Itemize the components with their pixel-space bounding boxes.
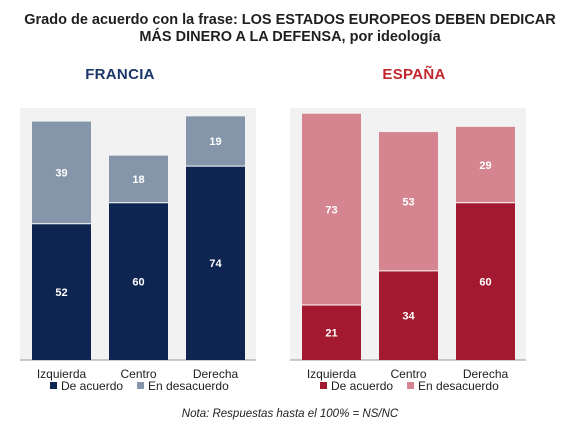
fr-label-acuerdo-izquierda: 52 bbox=[55, 287, 67, 299]
es-label-acuerdo-izquierda: 21 bbox=[325, 327, 337, 339]
es-label-acuerdo-derecha: 60 bbox=[479, 276, 491, 288]
fr-label-desacuerdo-izquierda: 39 bbox=[55, 168, 67, 180]
fr-bar-acuerdo-izquierda bbox=[32, 223, 91, 360]
fr-legend-label-acuerdo: De acuerdo bbox=[61, 379, 123, 393]
es-label-acuerdo-centro: 34 bbox=[402, 310, 415, 322]
es-legend-label-desacuerdo: En desacuerdo bbox=[418, 379, 499, 393]
fr-label-desacuerdo-centro: 18 bbox=[132, 174, 144, 186]
chart-title-line2: MÁS DINERO A LA DEFENSA, por ideología bbox=[139, 29, 441, 45]
es-bar-acuerdo-centro bbox=[379, 270, 438, 360]
fr-bar-desacuerdo-derecha bbox=[186, 116, 245, 167]
spain-panel-title: ESPAÑA bbox=[382, 66, 446, 83]
fr-category-label-centro: Centro bbox=[120, 367, 156, 381]
es-label-desacuerdo-centro: 53 bbox=[402, 196, 414, 208]
es-category-label-izquierda: Izquierda bbox=[307, 367, 357, 381]
france-panel-title: FRANCIA bbox=[85, 66, 155, 83]
es-label-desacuerdo-izquierda: 73 bbox=[325, 204, 337, 216]
fr-category-label-izquierda: Izquierda bbox=[37, 367, 87, 381]
es-bar-desacuerdo-izquierda bbox=[302, 113, 361, 305]
es-bar-desacuerdo-centro bbox=[379, 132, 438, 271]
es-bar-acuerdo-derecha bbox=[456, 202, 515, 360]
fr-bar-desacuerdo-izquierda bbox=[32, 121, 91, 224]
es-legend-swatch-desacuerdo bbox=[407, 382, 415, 389]
es-legend-label-acuerdo: De acuerdo bbox=[331, 379, 393, 393]
es-bar-acuerdo-izquierda bbox=[302, 304, 361, 360]
fr-label-acuerdo-derecha: 74 bbox=[209, 258, 222, 270]
es-category-label-centro: Centro bbox=[390, 367, 426, 381]
fr-label-desacuerdo-derecha: 19 bbox=[209, 136, 221, 148]
fr-legend-swatch-desacuerdo bbox=[137, 382, 145, 389]
es-category-label-derecha: Derecha bbox=[463, 367, 509, 381]
chart-note: Nota: Respuestas hasta el 100% = NS/NC bbox=[181, 408, 399, 420]
chart-title-line1: Grado de acuerdo con la frase: LOS ESTAD… bbox=[24, 12, 556, 28]
fr-bar-desacuerdo-centro bbox=[109, 155, 168, 203]
fr-legend-swatch-acuerdo bbox=[50, 382, 57, 389]
fr-label-acuerdo-centro: 60 bbox=[132, 276, 144, 288]
fr-category-label-derecha: Derecha bbox=[193, 367, 239, 381]
fr-legend-label-desacuerdo: En desacuerdo bbox=[148, 379, 229, 393]
es-legend-swatch-acuerdo bbox=[320, 382, 327, 389]
fr-bar-acuerdo-centro bbox=[109, 202, 168, 360]
fr-bar-acuerdo-derecha bbox=[186, 166, 245, 360]
chart-title: Grado de acuerdo con la frase: LOS ESTAD… bbox=[0, 12, 580, 46]
es-bar-desacuerdo-derecha bbox=[456, 126, 515, 203]
es-label-desacuerdo-derecha: 29 bbox=[479, 160, 491, 172]
